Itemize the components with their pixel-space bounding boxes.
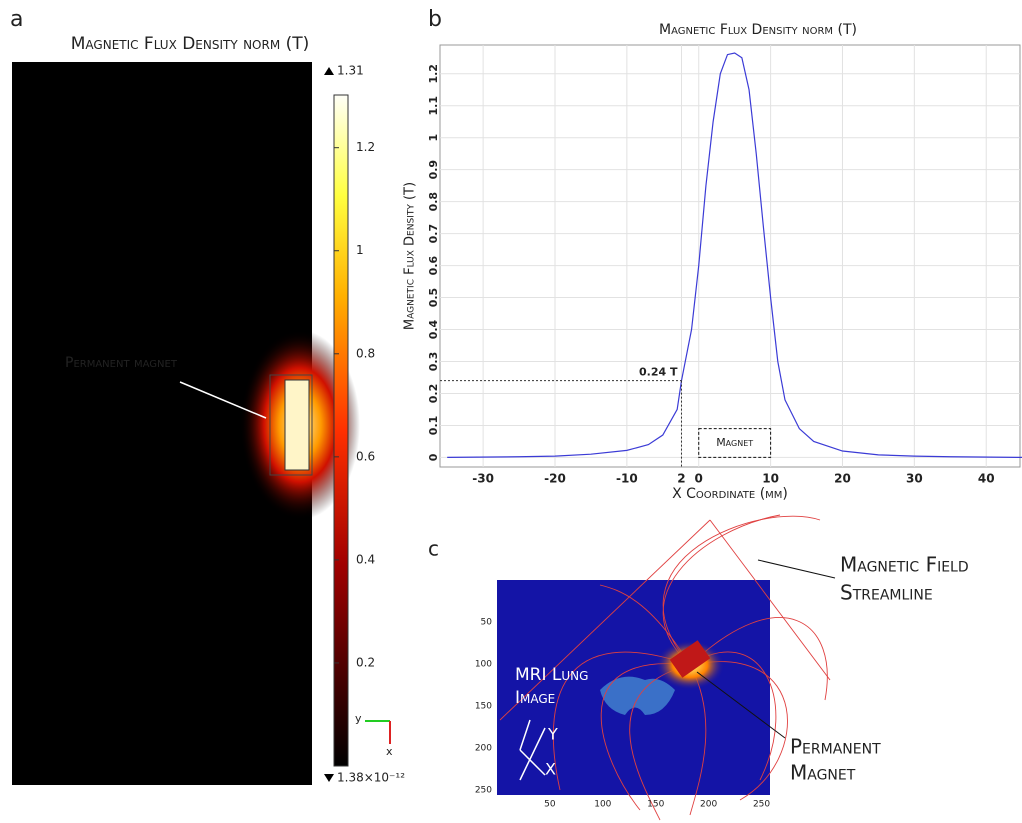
colorbar xyxy=(333,94,349,767)
colorbar-tick-label: 1 xyxy=(356,243,364,257)
plot-frame xyxy=(439,44,1021,468)
panel-title: Magnetic Flux Density norm (T) xyxy=(71,34,309,54)
axis-label: Y xyxy=(547,725,558,744)
y-tick-label: 1.1 xyxy=(427,96,440,116)
y-tick-label: 0.4 xyxy=(427,319,440,339)
axis-arrow xyxy=(519,727,546,781)
panel-label: a xyxy=(10,7,23,32)
colorbar-min-label: 1.38×10⁻¹² xyxy=(337,771,405,785)
axis-label: x xyxy=(386,745,393,758)
colorbar-tick-label: 0.2 xyxy=(356,655,375,669)
line xyxy=(447,52,1022,459)
magnet-outline xyxy=(269,374,313,476)
colorbar-tick-label: 0.6 xyxy=(356,449,375,463)
y-tick-label: 0.7 xyxy=(427,224,440,244)
annotation: MRI Lung xyxy=(515,665,588,685)
arrow xyxy=(179,381,267,419)
x-tick-label: 20 xyxy=(834,472,851,486)
colorbar-tick-label: 0.4 xyxy=(356,552,375,566)
magnet xyxy=(284,379,310,471)
axis-label: X xyxy=(545,760,556,779)
min-marker xyxy=(324,774,334,782)
annotation: Permanent xyxy=(790,735,881,759)
lung xyxy=(600,676,675,715)
x-tick-label: 50 xyxy=(544,800,556,810)
y-tick-label: 1 xyxy=(427,134,440,142)
arrow xyxy=(696,671,786,739)
x-tick-label: 250 xyxy=(753,800,770,810)
y-tick-label: 0.5 xyxy=(427,288,440,308)
x-tick-label: 10 xyxy=(762,472,779,486)
axis-arrow xyxy=(519,749,546,776)
y-tick-label: 0.9 xyxy=(427,160,440,180)
y-tick-label: 150 xyxy=(475,701,492,711)
y-tick-label: 1.2 xyxy=(427,64,440,84)
max-marker xyxy=(324,67,334,75)
x-tick-label: -30 xyxy=(472,472,494,486)
x-tick-label: 150 xyxy=(647,800,664,810)
x-axis-label: X Coordinate (mm) xyxy=(672,486,788,502)
annotation: Permanent magnet xyxy=(65,355,178,371)
arrow xyxy=(757,559,836,579)
y-axis-label: Magnetic Flux Density (T) xyxy=(403,182,418,330)
y-tick-label: 250 xyxy=(475,785,492,795)
colorbar-tick-label: 0.8 xyxy=(356,346,375,360)
panel-label: c xyxy=(428,537,439,561)
y-tick-label: 100 xyxy=(475,659,492,669)
annotation: Magnet xyxy=(790,761,856,785)
panel-label: b xyxy=(428,7,442,32)
x-tick-label: 100 xyxy=(594,800,611,810)
axis-arrow xyxy=(519,719,531,751)
colorbar-max-label: 1.31 xyxy=(337,64,364,78)
chart-title: Magnetic Flux Density norm (T) xyxy=(659,22,857,38)
y-tick-label: 0.1 xyxy=(427,416,440,436)
annotation: Streamline xyxy=(840,581,933,605)
x-tick-label: 30 xyxy=(906,472,923,486)
x-tick-label: 200 xyxy=(700,800,717,810)
magnet xyxy=(669,640,711,678)
streamlines xyxy=(499,514,831,821)
y-tick-label: 0.8 xyxy=(427,192,440,212)
annotation: Magnetic Field xyxy=(840,553,969,577)
y-tick-label: 200 xyxy=(475,743,492,753)
x-tick-label: 0 xyxy=(695,472,703,486)
x-tick-label: -10 xyxy=(616,472,638,486)
axis-label: y xyxy=(355,712,362,725)
colorbar-tick-label: 1.2 xyxy=(356,140,375,154)
y-tick-label: 0.3 xyxy=(427,352,440,372)
y-tick-label: 0 xyxy=(427,453,440,461)
annotation: Image xyxy=(515,688,555,708)
y-tick-label: 0.6 xyxy=(427,256,440,276)
x-tick-label: 40 xyxy=(978,472,995,486)
annotation: Magnet xyxy=(716,436,753,449)
x-tick-label: -20 xyxy=(544,472,566,486)
annotation-box xyxy=(698,428,772,458)
annotation: 0.24 T xyxy=(639,366,678,379)
y-tick-label: 50 xyxy=(481,617,493,627)
y-tick-label: 0.2 xyxy=(427,384,440,404)
x-tick-label: 2 xyxy=(677,472,685,486)
